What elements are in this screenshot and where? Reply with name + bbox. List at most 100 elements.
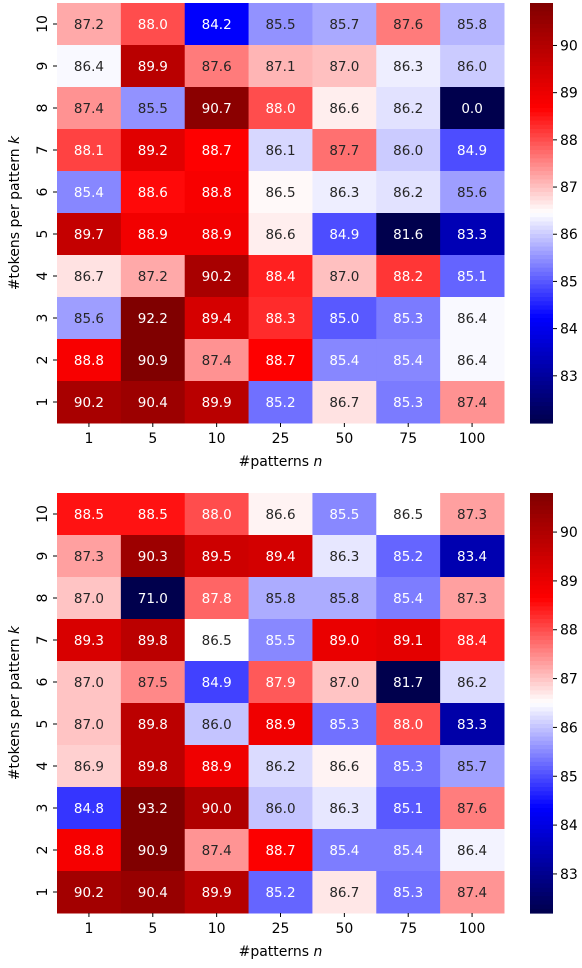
- heatmap-cell: [312, 535, 377, 578]
- heatmap-cell: [376, 661, 441, 704]
- colorbar-tick-label: 84: [560, 818, 578, 834]
- heatmap-cell: [376, 87, 441, 130]
- colorbar-segment: [530, 234, 553, 239]
- colorbar-segment: [530, 53, 553, 59]
- heatmap-cell: [248, 129, 313, 172]
- colorbar-tick-label: 90: [560, 38, 578, 54]
- colorbar-segment: [530, 623, 553, 628]
- cell-value-label: 85.3: [329, 717, 359, 733]
- colorbar-segment: [530, 753, 553, 759]
- colorbar-tick-label: 88: [560, 133, 578, 149]
- y-tick-label: 2: [35, 356, 51, 365]
- heatmap-cell: [184, 703, 250, 746]
- heatmap-cell: [184, 213, 250, 256]
- heatmap-cell: [248, 213, 313, 256]
- colorbar-segment: [530, 665, 553, 670]
- cell-value-label: 89.0: [329, 633, 359, 649]
- x-tick-label: 1: [84, 921, 93, 937]
- colorbar-segment: [530, 217, 553, 222]
- heatmap-cell: [57, 745, 122, 788]
- colorbar-segment: [530, 556, 553, 561]
- colorbar-segment: [530, 402, 553, 407]
- colorbar-segment: [530, 326, 553, 332]
- cell-value-label: 87.6: [393, 17, 423, 33]
- colorbar-segment: [530, 259, 553, 264]
- heatmap-cell: [248, 45, 313, 88]
- heatmap-cell: [184, 535, 250, 578]
- heatmap-cell: [120, 381, 186, 424]
- colorbar-segment: [530, 276, 553, 281]
- colorbar-segment: [530, 263, 553, 269]
- colorbar-segment: [530, 501, 553, 507]
- cell-value-label: 87.4: [202, 353, 232, 369]
- colorbar-segment: [530, 845, 553, 851]
- colorbar-tick-label: 88: [560, 623, 578, 639]
- colorbar-segment: [530, 543, 553, 549]
- cell-value-label: 86.0: [265, 801, 295, 817]
- cell-value-label: 87.0: [329, 59, 359, 75]
- cell-value-label: 86.7: [329, 395, 359, 411]
- heatmap-cell: [120, 297, 186, 340]
- colorbar-segment: [530, 204, 553, 210]
- colorbar-segment: [530, 526, 553, 532]
- x-tick-label: 25: [272, 431, 290, 447]
- cell-value-label: 85.4: [329, 353, 359, 369]
- colorbar-segment: [530, 719, 553, 725]
- cell-value-label: 85.3: [393, 395, 423, 411]
- heatmap-cell: [57, 213, 122, 256]
- colorbar-segment: [530, 749, 553, 754]
- colorbar-segment: [530, 829, 553, 834]
- heatmap-cell: [440, 745, 505, 788]
- cell-value-label: 88.9: [202, 759, 232, 775]
- colorbar-segment: [530, 795, 553, 801]
- colorbar-segment: [530, 799, 553, 805]
- colorbar-segment: [530, 816, 553, 822]
- colorbar-segment: [530, 879, 553, 885]
- cell-value-label: 87.4: [202, 843, 232, 859]
- cell-value-label: 85.6: [457, 185, 487, 201]
- cell-value-label: 86.4: [457, 843, 487, 859]
- heatmap-cell: [312, 577, 377, 620]
- colorbar-segment: [530, 782, 553, 788]
- cell-value-label: 89.8: [138, 717, 168, 733]
- colorbar-segment: [530, 631, 553, 637]
- heatmap-cell: [184, 745, 250, 788]
- colorbar-segment: [530, 284, 553, 290]
- cell-value-label: 86.0: [457, 59, 487, 75]
- heatmap-cell: [248, 661, 313, 704]
- cell-value-label: 89.2: [138, 143, 168, 159]
- colorbar-segment: [530, 539, 553, 544]
- y-tick-label: 2: [35, 846, 51, 855]
- cell-value-label: 71.0: [138, 591, 168, 607]
- x-tick-label: 50: [335, 921, 353, 937]
- heatmap-cell: [312, 3, 377, 46]
- heatmap-cell: [376, 213, 441, 256]
- colorbar-segment: [530, 644, 553, 649]
- cell-value-label: 87.7: [329, 143, 359, 159]
- colorbar-segment: [530, 761, 553, 767]
- colorbar-segment: [530, 78, 553, 84]
- heatmap-cell: [248, 535, 313, 578]
- cell-value-label: 87.6: [202, 59, 232, 75]
- colorbar-segment: [530, 24, 553, 29]
- x-tick-label: 50: [335, 431, 353, 447]
- colorbar-segment: [530, 593, 553, 599]
- cell-value-label: 89.3: [74, 633, 104, 649]
- colorbar-segment: [530, 334, 553, 340]
- colorbar-segment: [530, 154, 553, 159]
- colorbar-segment: [530, 242, 553, 248]
- cell-value-label: 87.1: [265, 59, 295, 75]
- cell-value-label: 83.3: [457, 227, 487, 243]
- y-tick-label: 7: [35, 146, 51, 155]
- colorbar-segment: [530, 577, 553, 582]
- colorbar-segment: [530, 866, 553, 872]
- colorbar-segment: [530, 703, 553, 708]
- colorbar-segment: [530, 808, 553, 813]
- cell-value-label: 81.6: [393, 227, 423, 243]
- cell-value-label: 89.8: [138, 759, 168, 775]
- heatmap-cell: [312, 45, 377, 88]
- colorbar-tick-label: 85: [560, 274, 578, 290]
- heatmap-cell: [376, 745, 441, 788]
- colorbar-segment: [530, 572, 553, 578]
